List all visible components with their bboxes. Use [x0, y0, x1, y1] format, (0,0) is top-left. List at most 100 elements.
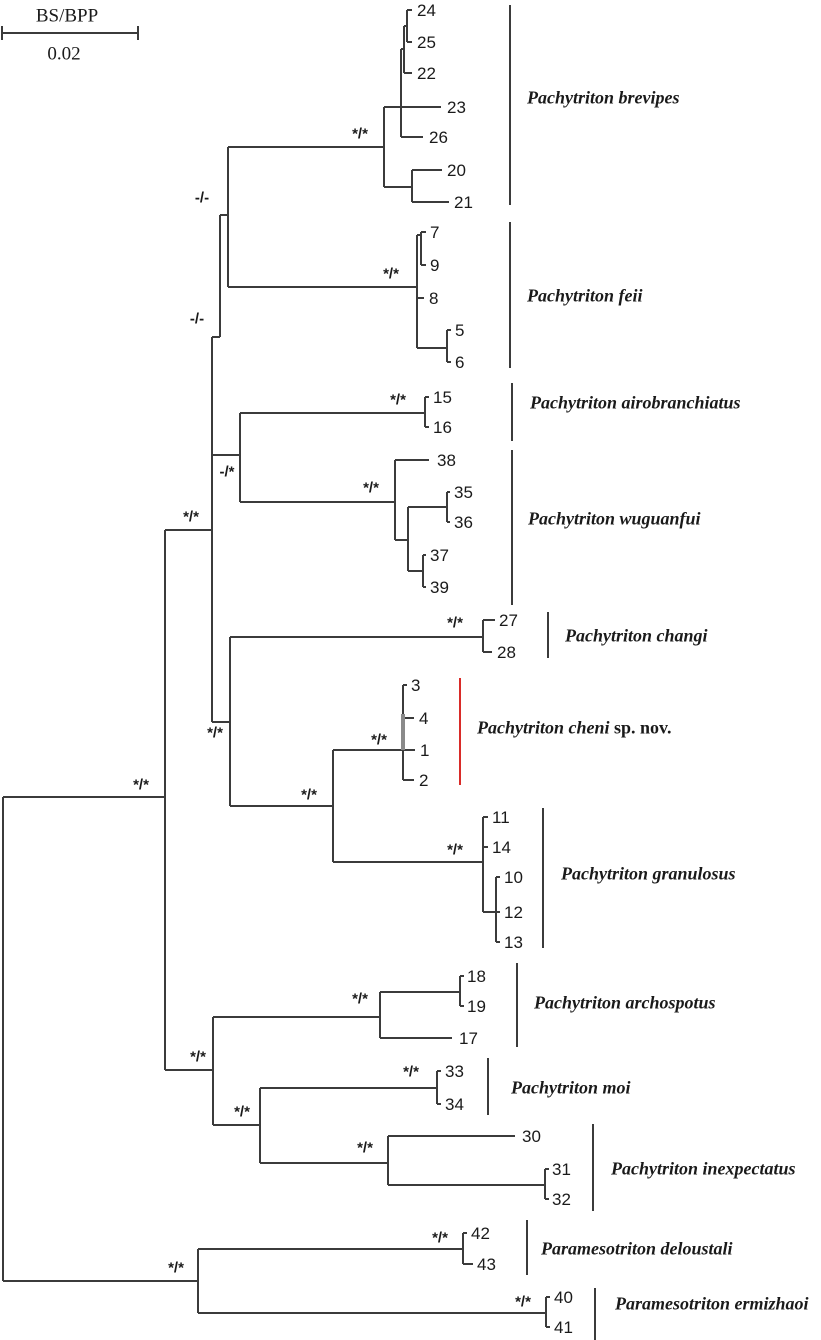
- species-name: Pachytriton granulosus: [560, 863, 736, 883]
- species-label: Pachytriton moi: [510, 1077, 631, 1097]
- tip-label: 16: [433, 418, 452, 437]
- species-group: Pachytriton airobranchiatus: [510, 383, 741, 441]
- tip-label: 34: [445, 1095, 464, 1114]
- species-label: Pachytriton wuguanfui: [527, 508, 701, 528]
- tip-label: 19: [467, 997, 486, 1016]
- support-label: */*: [432, 1229, 448, 1246]
- scalebar-value: 0.02: [47, 44, 80, 65]
- species-name: Pachytriton wuguanfui: [527, 508, 701, 528]
- support-label: */*: [357, 1139, 373, 1156]
- species-groups: Pachytriton brevipes Pachytriton feii Pach…: [458, 5, 809, 1340]
- species-group: Pachytriton changi: [546, 612, 708, 658]
- species-label: Pachytriton archospotus: [533, 992, 716, 1012]
- support-label: */*: [133, 776, 149, 793]
- species-name: Paramesotriton ermizhaoi: [614, 1293, 809, 1313]
- tip-label: 38: [437, 451, 456, 470]
- species-group: Pachytriton brevipes: [508, 5, 679, 205]
- tree-branches: [1, 9, 550, 1328]
- tip-label: 24: [417, 1, 436, 20]
- species-group: Pachytriton inexpectatus: [591, 1124, 796, 1211]
- tip-label: 2: [419, 771, 428, 790]
- support-label: */*: [403, 1063, 419, 1080]
- tip-label: 36: [454, 513, 473, 532]
- tip-label: 12: [504, 903, 523, 922]
- species-name: Paramesotriton deloustali: [540, 1238, 733, 1258]
- species-label: Paramesotriton ermizhaoi: [614, 1293, 809, 1313]
- species-label: Pachytriton granulosus: [560, 863, 736, 883]
- tip-label: 9: [430, 256, 439, 275]
- support-label: */*: [352, 990, 368, 1007]
- support-labels: */* -/- */* -/- */* -/* */* */* */* */* */* */* */* *…: [133, 125, 531, 1310]
- tip-label: 28: [497, 643, 516, 662]
- support-label: -/-: [190, 310, 204, 327]
- tip-label: 41: [554, 1318, 573, 1337]
- tip-label: 14: [492, 838, 511, 857]
- support-label: -/-: [195, 189, 209, 206]
- species-name: Pachytriton feii: [526, 285, 643, 305]
- species-label: Pachytriton inexpectatus: [610, 1158, 796, 1178]
- tip-label: 43: [477, 1255, 496, 1274]
- support-label: */*: [207, 724, 223, 741]
- support-label: */*: [168, 1259, 184, 1276]
- tip-label: 31: [552, 1160, 571, 1179]
- species-group: Pachytriton wuguanfui: [510, 450, 701, 605]
- species-name: Pachytriton moi: [510, 1077, 631, 1097]
- tip-label: 35: [454, 483, 473, 502]
- tip-label: 20: [447, 161, 466, 180]
- support-label: */*: [371, 731, 387, 748]
- support-label: */*: [301, 786, 317, 803]
- species-group: Pachytriton granulosus: [541, 808, 736, 948]
- scalebar-title: BS/BPP: [36, 6, 98, 27]
- species-name: Pachytriton cheni: [476, 717, 610, 737]
- tip-label: 7: [430, 223, 439, 242]
- tip-label: 26: [429, 128, 448, 147]
- tip-label: 21: [454, 193, 473, 212]
- tip-label: 18: [467, 967, 486, 986]
- tip-label: 6: [455, 353, 464, 372]
- species-label: Pachytriton brevipes: [526, 87, 679, 107]
- tip-label: 30: [522, 1127, 541, 1146]
- support-label: */*: [515, 1293, 531, 1310]
- tip-label: 40: [554, 1288, 573, 1307]
- species-group: Pachytriton cheni sp. nov.: [458, 678, 672, 785]
- support-label: */*: [363, 479, 379, 496]
- tip-label: 3: [411, 676, 420, 695]
- support-label: */*: [390, 391, 406, 408]
- species-group: Pachytriton moi: [486, 1058, 631, 1115]
- support-label: */*: [234, 1103, 250, 1120]
- species-group: Pachytriton feii: [508, 222, 643, 368]
- tip-label: 15: [433, 388, 452, 407]
- species-name: Pachytriton changi: [564, 625, 708, 645]
- species-label: Pachytriton feii: [526, 285, 643, 305]
- species-name-suffix: sp. nov.: [610, 717, 672, 737]
- tip-label: 33: [445, 1062, 464, 1081]
- species-name: Pachytriton inexpectatus: [610, 1158, 796, 1178]
- tip-label: 17: [459, 1029, 478, 1048]
- support-label: */*: [183, 508, 199, 525]
- support-label: */*: [352, 125, 368, 142]
- support-label: */*: [447, 841, 463, 858]
- species-name: Pachytriton archospotus: [533, 992, 716, 1012]
- tip-labels: 2425222326202179856151638353637392728341…: [411, 1, 573, 1337]
- species-label: Paramesotriton deloustali: [540, 1238, 733, 1258]
- species-label: Pachytriton changi: [564, 625, 708, 645]
- species-name: Pachytriton brevipes: [526, 87, 679, 107]
- tip-label: 5: [455, 321, 464, 340]
- tip-label: 11: [492, 808, 510, 827]
- tip-label: 32: [552, 1190, 571, 1209]
- tip-label: 8: [429, 289, 438, 308]
- species-label: Pachytriton cheni sp. nov.: [476, 717, 672, 737]
- species-label: Pachytriton airobranchiatus: [529, 392, 741, 412]
- support-label: */*: [383, 265, 399, 282]
- support-label: -/*: [220, 463, 235, 480]
- tip-label: 13: [504, 933, 523, 952]
- tip-label: 37: [430, 546, 449, 565]
- tip-label: 27: [499, 611, 518, 630]
- support-label: */*: [447, 614, 463, 631]
- species-name: Pachytriton airobranchiatus: [529, 392, 741, 412]
- tip-label: 10: [504, 868, 523, 887]
- tip-label: 39: [430, 578, 449, 597]
- species-group: Paramesotriton deloustali: [525, 1220, 733, 1275]
- tip-label: 4: [419, 709, 428, 728]
